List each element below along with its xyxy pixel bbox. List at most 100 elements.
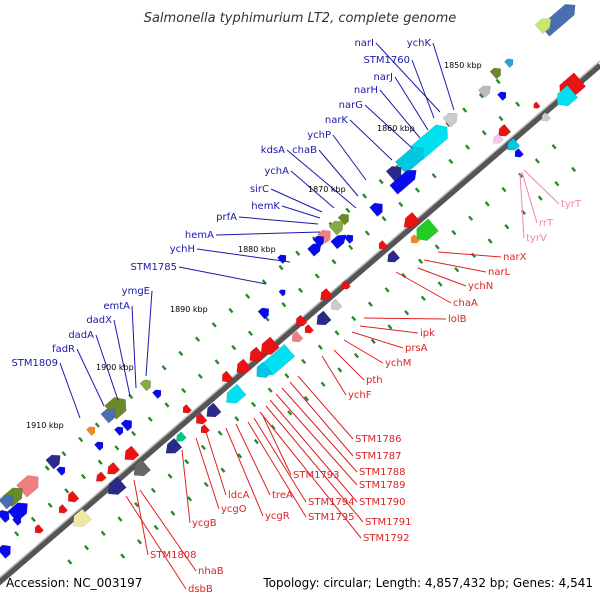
gene-feature xyxy=(557,85,579,107)
gene-feature xyxy=(0,494,14,510)
leader-line xyxy=(59,362,81,419)
leader-line xyxy=(139,489,197,572)
gene-label: ycgR xyxy=(265,511,290,522)
tick-mark xyxy=(187,496,193,502)
gene-labels: narI ychK STM1760 narJ narH narG narK ychP chaB k… xyxy=(11,38,581,595)
tick-mark xyxy=(470,252,476,259)
tick-mark xyxy=(353,352,360,359)
gene-feature xyxy=(139,379,152,392)
leader-line xyxy=(253,417,307,503)
leader-line xyxy=(281,387,358,473)
gene-label: narH xyxy=(354,85,378,96)
tick-mark xyxy=(381,216,387,222)
tick-mark xyxy=(367,301,373,307)
leader-line xyxy=(364,104,413,149)
tick-mark xyxy=(554,181,560,187)
position-label: 1850 kbp xyxy=(444,61,482,70)
tick-mark xyxy=(44,465,50,471)
gene-feature xyxy=(477,85,491,99)
gene-feature xyxy=(316,310,332,326)
gene-feature xyxy=(369,202,383,217)
tick-mark xyxy=(203,481,209,488)
gene-label: hemA xyxy=(185,230,214,241)
gene-label: pth xyxy=(366,375,383,386)
gene-feature xyxy=(507,137,521,151)
leader-line xyxy=(523,169,560,205)
tick-mark xyxy=(14,531,20,537)
tick-mark xyxy=(520,209,527,216)
tick-mark xyxy=(270,424,276,430)
gene-feature xyxy=(34,524,44,534)
gene-feature xyxy=(94,441,104,451)
tick-mark xyxy=(30,516,36,523)
gene-feature xyxy=(72,508,92,527)
tick-mark xyxy=(153,524,159,531)
gene-label: chaB xyxy=(292,145,317,156)
gene-label: ychP xyxy=(307,130,331,141)
position-label: 1900 kbp xyxy=(96,363,134,372)
position-label: 1860 kbp xyxy=(377,124,415,133)
tick-mark xyxy=(384,287,390,293)
tick-mark xyxy=(334,330,340,336)
gene-feature xyxy=(533,101,541,109)
tick-mark xyxy=(484,201,490,207)
gene-feature xyxy=(291,330,304,343)
gene-feature xyxy=(175,431,187,442)
gene-feature xyxy=(86,426,96,436)
gene-label: narK xyxy=(325,115,349,126)
leader-line xyxy=(321,355,347,396)
gene-label: STM1808 xyxy=(150,550,197,561)
tick-mark xyxy=(228,307,234,314)
tick-mark xyxy=(571,166,577,173)
gene-label: dsbB xyxy=(188,584,213,595)
tick-mark xyxy=(131,430,137,437)
gene-feature xyxy=(410,234,420,244)
tick-mark xyxy=(117,516,123,522)
tick-mark xyxy=(417,258,424,264)
gene-label: ychN xyxy=(468,281,493,292)
leader-line xyxy=(379,89,421,139)
gene-feature xyxy=(124,445,140,461)
gene-label: ldcA xyxy=(228,490,250,501)
tick-mark xyxy=(518,172,524,178)
gene-label: ycgO xyxy=(221,504,247,515)
gene-feature xyxy=(514,148,524,158)
leader-line xyxy=(215,231,321,236)
tick-mark xyxy=(298,287,304,294)
tick-mark xyxy=(364,230,370,236)
leader-line xyxy=(125,495,187,590)
tick-mark xyxy=(181,387,187,394)
tick-mark xyxy=(170,510,176,516)
tick-mark xyxy=(47,502,53,508)
position-ticks xyxy=(11,78,577,565)
gene-label: chaA xyxy=(453,298,478,309)
tick-mark xyxy=(487,238,493,244)
tick-mark xyxy=(278,264,284,271)
gene-label: STM1792 xyxy=(363,533,410,544)
tick-mark xyxy=(94,422,100,428)
gene-label: kdsA xyxy=(261,145,285,156)
gene-label: treA xyxy=(272,490,293,501)
gene-feature xyxy=(0,509,10,524)
gene-label: STM1785 xyxy=(130,262,177,273)
gene-feature xyxy=(206,402,222,418)
tick-mark xyxy=(253,438,259,445)
leader-line xyxy=(133,479,149,556)
tick-mark xyxy=(114,445,120,451)
gene-label: tyrV xyxy=(526,233,547,244)
tick-mark xyxy=(398,201,404,208)
leader-line xyxy=(417,267,467,287)
gene-label: narX xyxy=(503,252,527,263)
leader-line xyxy=(411,59,435,119)
tick-mark xyxy=(534,158,540,164)
gene-label: ipk xyxy=(420,328,435,339)
gene-feature xyxy=(317,229,331,244)
gene-label: STM1787 xyxy=(355,451,402,462)
tick-mark xyxy=(420,295,426,301)
gene-label: narG xyxy=(339,100,363,111)
position-label: 1910 kbp xyxy=(26,421,64,430)
tick-mark xyxy=(80,473,87,480)
gene-label: ymgE xyxy=(122,286,150,297)
gene-feature xyxy=(256,361,273,379)
